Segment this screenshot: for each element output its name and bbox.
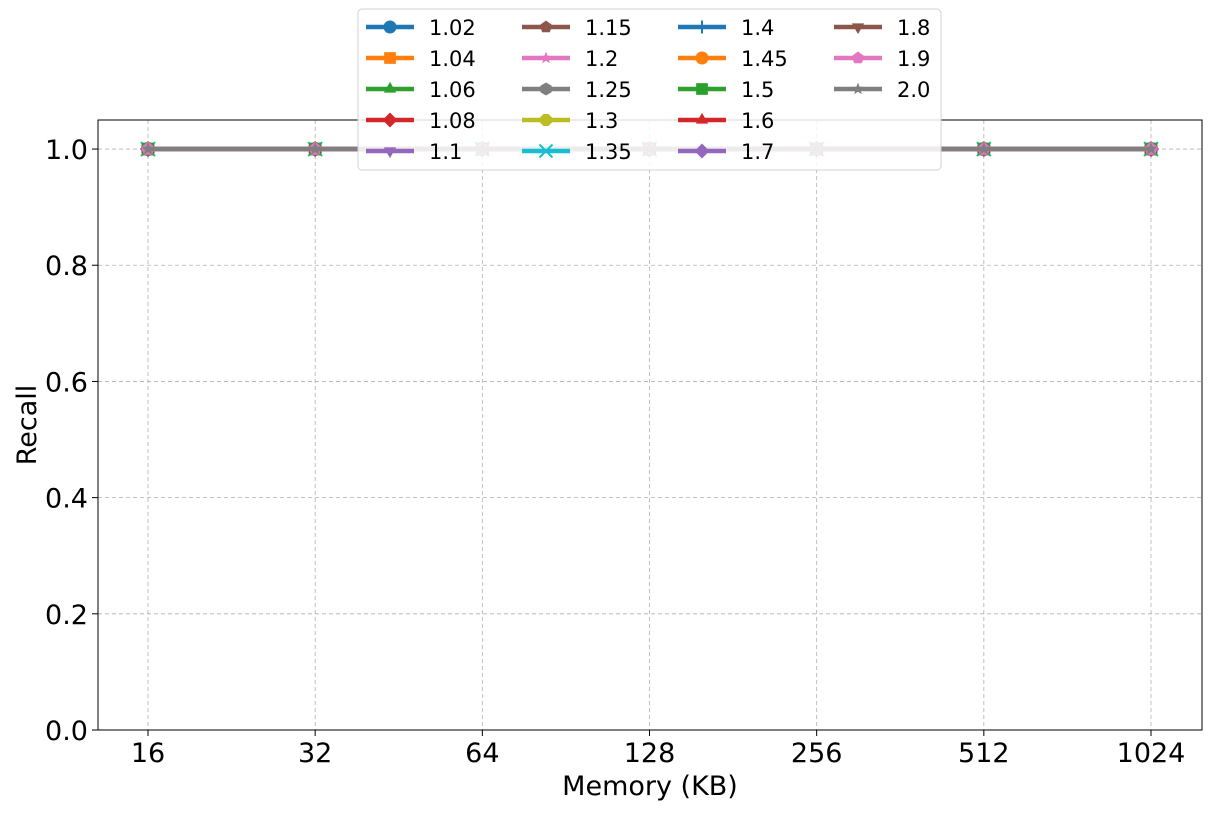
x-tick-label: 32 [298,738,332,769]
data-point [141,142,155,155]
y-tick-label: 0.8 [45,251,88,282]
legend-item-1.9: 1.9 [834,47,930,71]
y-tick-label: 1.0 [45,135,88,166]
x-tick-label: 1024 [1117,738,1186,769]
legend-marker [539,51,553,64]
legend-marker [851,82,865,95]
legend-item-1.4: 1.4 [678,16,774,40]
legend-item-1.6: 1.6 [678,109,774,133]
legend-marker [696,83,708,95]
legend-item-1.1: 1.1 [366,140,462,164]
legend-marker [851,51,865,64]
legend-item-1.7: 1.7 [678,140,774,164]
data-point [308,142,322,155]
legend-label: 1.9 [897,47,930,71]
legend-item-1.25: 1.25 [522,78,632,102]
legend-marker [539,20,553,33]
legend-marker [384,52,396,64]
legend-marker [383,81,397,93]
legend-item-1.04: 1.04 [366,47,476,71]
x-tick-label: 128 [624,738,676,769]
legend-marker [695,20,709,34]
legend-label: 1.25 [585,78,632,102]
legend-item-1.35: 1.35 [522,140,632,164]
legend-marker [695,51,709,65]
legend-label: 1.3 [585,109,618,133]
x-axis-label: Memory (KB) [562,771,738,802]
legend-label: 1.02 [429,16,476,40]
legend-label: 1.08 [429,109,476,133]
legend-label: 1.04 [429,47,476,71]
legend-label: 1.4 [741,16,774,40]
legend-label: 1.35 [585,140,632,164]
legend-item-1.5: 1.5 [678,78,774,102]
legend-label: 1.6 [741,109,774,133]
legend-item-1.3: 1.3 [522,109,618,133]
legend: 1.02 1.04 1.06 1.08 1.1 1.15 1.2 1.25 1.3 1.35 1.4… [357,8,942,171]
legend-label: 1.2 [585,47,618,71]
legend-item-1.15: 1.15 [522,16,632,40]
legend-item-1.2: 1.2 [522,47,618,71]
plot-frame [97,119,1203,731]
y-tick-label: 0.6 [45,367,88,398]
legend-marker [538,143,554,159]
y-axis-label: Recall [12,385,43,466]
grid-layer [98,120,1202,731]
legend-marker [851,23,865,35]
legend-marker [382,112,398,128]
data-point [977,142,991,155]
legend-marker [695,112,709,124]
legend-label: 1.45 [741,47,788,71]
x-tick-label: 256 [791,738,843,769]
legend-label: 1.8 [897,16,930,40]
legend-item-1.02: 1.02 [366,16,476,40]
legend-label: 1.06 [429,78,476,102]
y-tick-label: 0.0 [45,716,88,747]
legend-label: 2.0 [897,78,930,102]
legend-marker [383,147,397,159]
legend-item-1.08: 1.08 [366,109,476,133]
legend-label: 1.5 [741,78,774,102]
legend-item-1.8: 1.8 [834,16,930,40]
legend-item-1.06: 1.06 [366,78,476,102]
legend-item-1.45: 1.45 [678,47,788,71]
legend-marker [539,113,553,127]
legend-box [357,8,942,171]
legend-marker [383,20,397,34]
x-tick-label: 16 [131,738,165,769]
x-tick-label: 64 [465,738,499,769]
legend-marker [540,82,552,96]
axis-layer: 16 32 64 128 256 512 1024 0.0 0.2 0.4 0.6 0.8 1.0 [45,135,1185,769]
legend-marker [694,143,710,159]
y-tick-label: 0.2 [45,600,88,631]
y-tick-label: 0.4 [45,484,88,515]
data-point [1144,142,1158,155]
x-tick-label: 512 [958,738,1010,769]
legend-label: 1.15 [585,16,632,40]
legend-label: 1.1 [429,140,462,164]
legend-label: 1.7 [741,140,774,164]
legend-item-2.0: 2.0 [834,78,930,102]
